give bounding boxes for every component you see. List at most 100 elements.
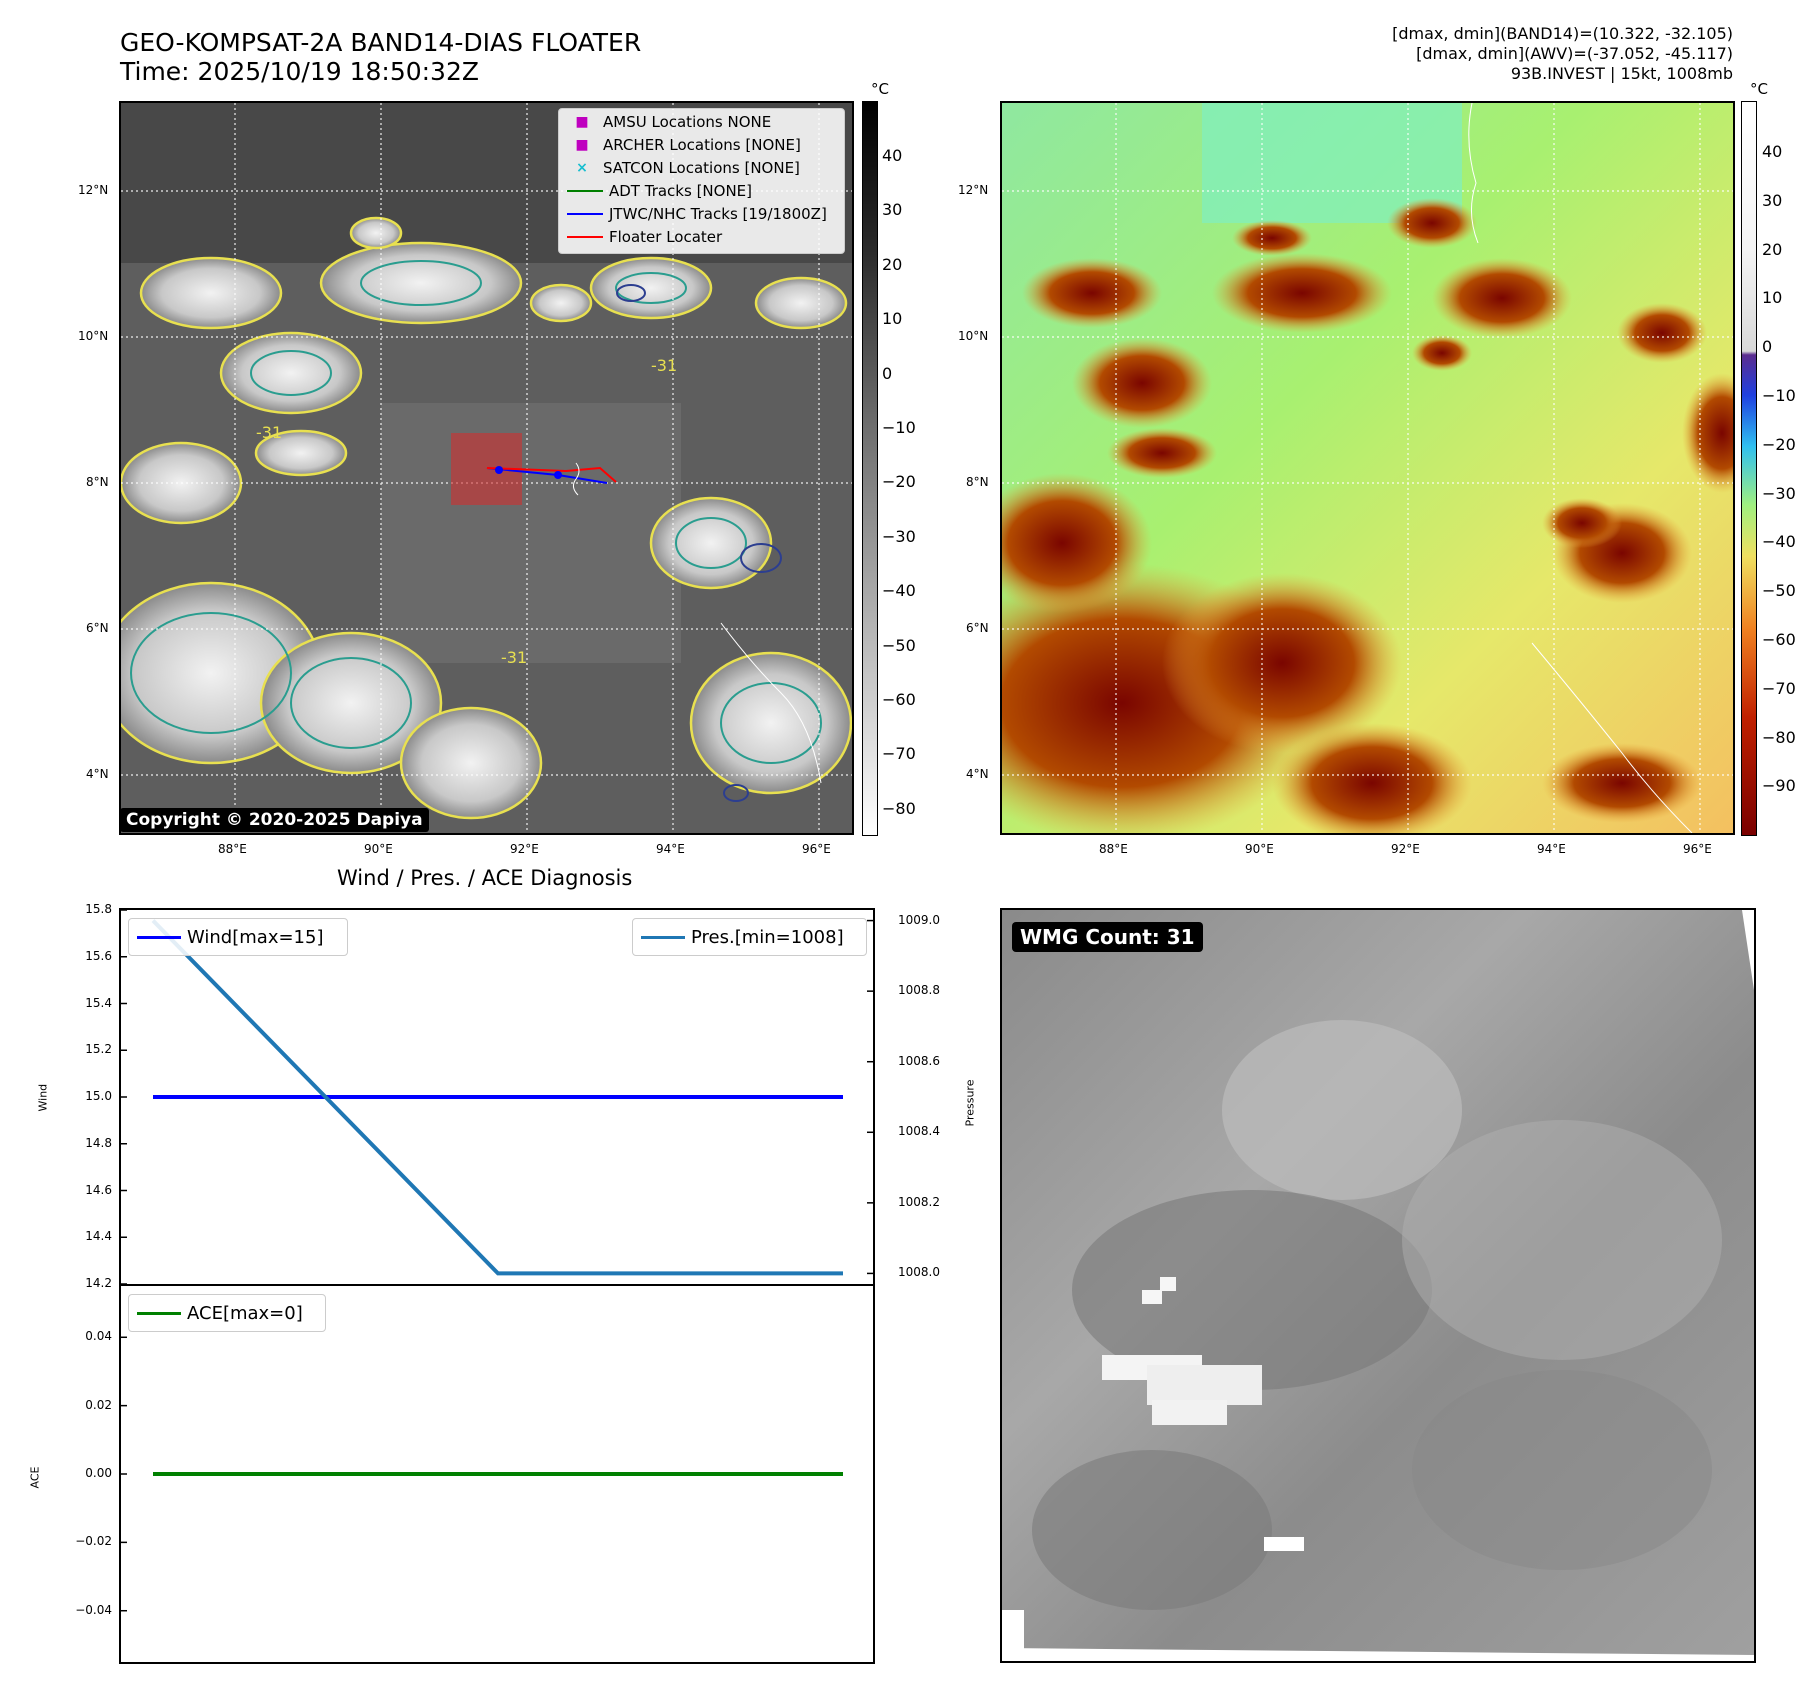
ace-plot [121, 1336, 843, 1612]
legend-item-archer: ■ ARCHER Locations [NONE] [567, 135, 800, 155]
awv-colorbar [1741, 101, 1757, 836]
colorbar-tick-label: 40 [1762, 142, 1783, 161]
ace-tick-label: 0.04 [85, 1329, 112, 1344]
lon-tick-label: 90°E [1245, 842, 1274, 856]
colorbar-tick-label: 20 [882, 254, 903, 274]
colorbar-tick-label: −40 [882, 581, 916, 601]
lat-tick-label: 4°N [966, 767, 989, 781]
ace-tick-label: 0.02 [85, 1397, 112, 1412]
pressure-tick-label: 1008.8 [898, 983, 940, 998]
colorbar-tick-label: 10 [1762, 288, 1783, 308]
ace-legend-label: ACE[max=0] [187, 1302, 303, 1324]
wind-legend: Wind[max=15] [128, 918, 348, 956]
pressure-legend-label: Pres.[min=1008] [691, 926, 844, 948]
colorbar-tick-label: 30 [1762, 190, 1783, 210]
pressure-tick-label: 1008.0 [898, 1265, 940, 1280]
colorbar-tick-label: −30 [882, 526, 916, 546]
pressure-tick-label: 1008.2 [898, 1194, 940, 1209]
contour-label: -31 [256, 423, 282, 442]
lon-tick-label: 88°E [1099, 842, 1128, 856]
wind-tick-label: 15.6 [85, 948, 112, 963]
colorbar-tick-label: −70 [882, 744, 916, 764]
colorbar-tick-label: −80 [1762, 727, 1796, 747]
colorbar-tick-label: −20 [1762, 434, 1796, 454]
colorbar-tick-label: −40 [1762, 532, 1796, 552]
wind-tick-label: 15.4 [85, 995, 112, 1010]
pressure-legend: Pres.[min=1008] [632, 918, 867, 956]
colorbar-tick-label: 20 [1762, 239, 1783, 259]
ace-tick-label: −0.04 [75, 1602, 112, 1617]
pressure-series-line [151, 919, 843, 1276]
lat-tick-label: 4°N [86, 767, 109, 781]
colorbar-tick-label: −30 [1762, 483, 1796, 503]
colorbar-tick-label: −70 [1762, 678, 1796, 698]
colorbar-tick-label: 0 [1762, 337, 1773, 357]
legend-item-adt: ADT Tracks [NONE] [567, 181, 752, 201]
figure-time: Time: 2025/10/19 18:50:32Z [120, 57, 479, 86]
wind-axis-label: Wind [36, 1083, 50, 1112]
legend-item-satcon: × SATCON Locations [NONE] [567, 158, 800, 178]
awv-map-image [1002, 103, 1733, 833]
lat-tick-label: 12°N [78, 183, 109, 197]
wind-pressure-plot [121, 909, 873, 1285]
blue-line-icon [567, 213, 603, 215]
lat-tick-label: 10°N [958, 329, 989, 343]
pressure-tick-label: 1009.0 [898, 912, 940, 927]
steel-blue-line-icon [641, 935, 685, 939]
colorbar-unit: °C [871, 80, 889, 98]
legend-item-jtwc: JTWC/NHC Tracks [19/1800Z] [567, 204, 827, 224]
wind-tick-label: 15.0 [85, 1089, 112, 1103]
map-legend: ■ AMSU Locations NONE ■ ARCHER Locations [… [558, 108, 845, 254]
colorbar-tick-label: 30 [882, 200, 903, 220]
info-storm: 93B.INVEST | 15kt, 1008mb [1510, 64, 1733, 83]
awv-map-panel [1000, 101, 1735, 835]
band14-colorbar [862, 101, 878, 836]
lon-tick-label: 94°E [656, 842, 685, 856]
colorbar-tick-label: −80 [882, 798, 916, 818]
ace-axes [119, 1284, 875, 1664]
wind-tick-label: 14.6 [85, 1182, 112, 1197]
colorbar-tick-label: −10 [882, 418, 916, 437]
colorbar-tick-label: −50 [882, 635, 916, 655]
lat-tick-label: 12°N [958, 183, 989, 197]
wind-legend-label: Wind[max=15] [187, 926, 324, 948]
wind-tick-label: 15.2 [85, 1042, 112, 1057]
wmg-image [1002, 910, 1754, 1661]
legend-item-amsu: ■ AMSU Locations NONE [567, 112, 771, 132]
lat-tick-label: 6°N [966, 621, 989, 635]
lon-tick-label: 96°E [802, 842, 831, 856]
lat-tick-label: 8°N [966, 475, 989, 489]
contour-label: -31 [501, 648, 527, 667]
colorbar-tick-label: 40 [882, 146, 903, 165]
legend-item-floater: Floater Locater [567, 227, 722, 247]
pressure-tick-label: 1008.4 [898, 1124, 940, 1139]
colorbar-tick-label: −10 [1762, 386, 1796, 405]
info-band14-range: [dmax, dmin](BAND14)=(10.322, -32.105) [1392, 24, 1733, 43]
lat-tick-label: 10°N [78, 329, 109, 343]
lon-tick-label: 90°E [364, 842, 393, 856]
lon-tick-label: 92°E [1391, 842, 1420, 856]
wmg-panel [1000, 908, 1756, 1663]
figure-title: GEO-KOMPSAT-2A BAND14-DIAS FLOATER [120, 28, 642, 57]
colorbar-tick-label: 0 [882, 363, 893, 383]
colorbar-tick-label: −20 [882, 472, 916, 492]
ace-legend: ACE[max=0] [128, 1294, 326, 1332]
square-marker-icon: ■ [575, 114, 589, 130]
wind-tick-label: 14.4 [85, 1229, 112, 1244]
lat-tick-label: 8°N [86, 475, 109, 489]
colorbar-tick-label: −90 [1762, 776, 1796, 796]
green-line-icon [567, 190, 603, 192]
colorbar-tick-label: 10 [882, 309, 903, 329]
wind-pressure-axes [119, 908, 875, 1286]
pressure-axis-label: Pressure [963, 1079, 977, 1127]
colorbar-tick-label: −60 [1762, 630, 1796, 649]
contour-label: -31 [651, 356, 677, 375]
copyright-badge: Copyright © 2020-2025 Dapiya [120, 808, 429, 832]
red-line-icon [567, 236, 603, 238]
lon-tick-label: 96°E [1683, 842, 1712, 856]
x-marker-icon: × [576, 160, 588, 176]
wmg-count-badge: WMG Count: 31 [1012, 922, 1203, 952]
pressure-tick-label: 1008.6 [898, 1053, 940, 1068]
wind-tick-label: 14.2 [85, 1276, 112, 1290]
wind-tick-label: 14.8 [85, 1135, 112, 1150]
